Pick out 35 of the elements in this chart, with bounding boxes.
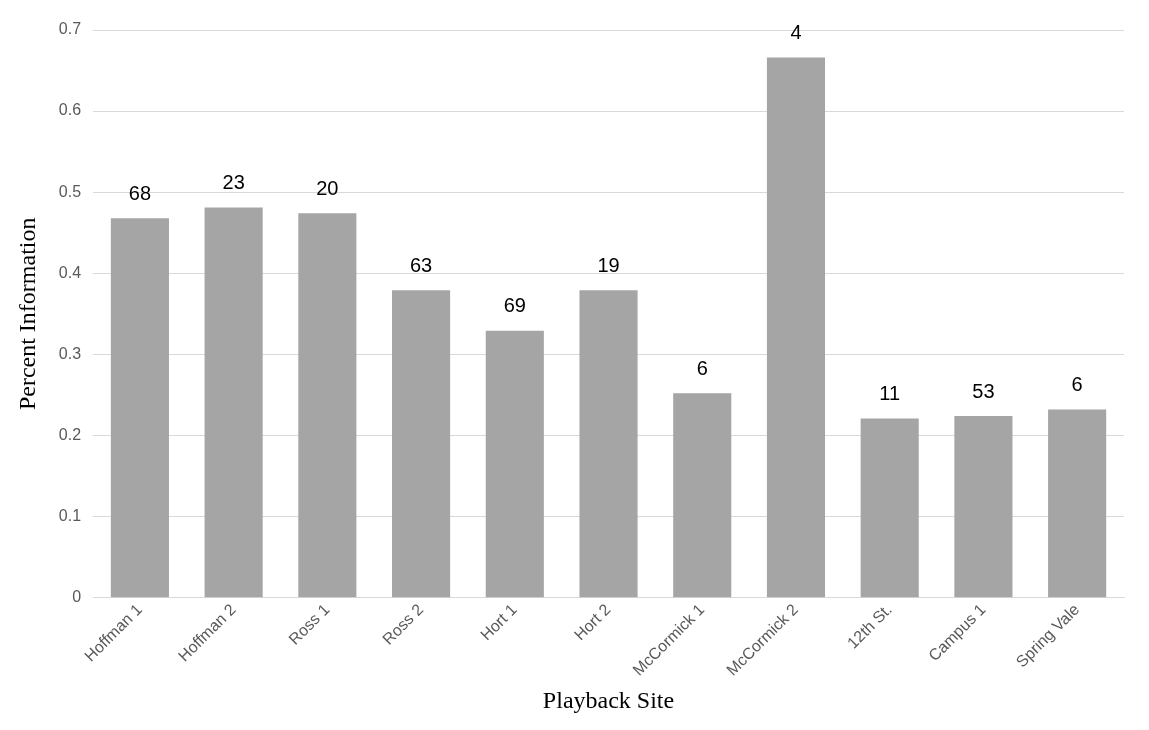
annotation: 11 (879, 381, 901, 404)
annotation: 68 (128, 181, 152, 204)
y-tick-label: 0.2 (58, 425, 82, 443)
annotation: 69 (503, 294, 526, 317)
y-tick-label: 0 (72, 588, 82, 606)
y-tick-label: 0.1 (58, 506, 82, 524)
bar (766, 57, 826, 598)
x-tick-label: Hort 2 (570, 600, 614, 644)
bar (392, 290, 451, 598)
bar (1048, 409, 1107, 598)
x-tick-label: Hort 1 (477, 600, 521, 644)
bar (579, 290, 638, 598)
annotation: 53 (972, 379, 995, 402)
annotation: 6 (1071, 373, 1083, 396)
y-tick-label: 0.6 (58, 101, 82, 119)
bar (860, 418, 919, 598)
bar (204, 207, 263, 598)
annotation: 19 (597, 253, 620, 276)
x-axis-title: Playback Site (542, 686, 675, 713)
y-tick-label: 0.3 (58, 344, 82, 362)
bar (954, 415, 1013, 598)
annotation: 6 (696, 356, 708, 379)
annotation: 4 (790, 21, 802, 44)
y-tick-label: 0.7 (58, 20, 82, 38)
bar (298, 213, 357, 598)
y-axis-title: Percent Information (13, 217, 40, 411)
bar (485, 330, 544, 598)
y-tick-label: 0.5 (58, 182, 82, 200)
annotation: 20 (316, 176, 339, 199)
bar (110, 218, 169, 598)
y-tick-label: 0.4 (58, 263, 82, 281)
annotation: 23 (222, 171, 245, 194)
annotation: 63 (409, 253, 433, 276)
x-tick-label: 12th St. (843, 600, 895, 652)
bar (673, 393, 732, 598)
